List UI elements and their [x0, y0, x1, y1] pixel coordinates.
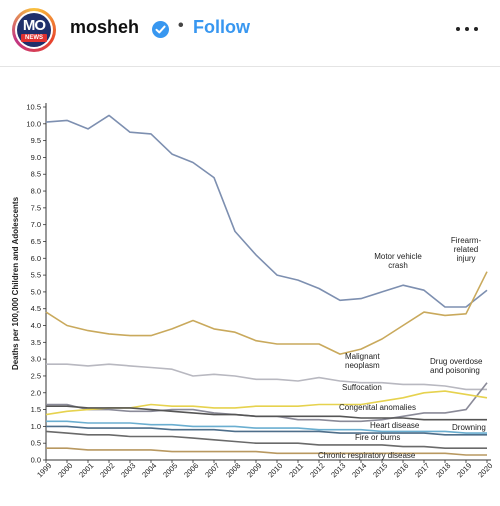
x-tick-label: 2003 — [119, 461, 137, 479]
y-tick-label: 10.0 — [26, 119, 41, 128]
x-tick-label: 2018 — [434, 461, 452, 479]
series-line — [45, 390, 488, 416]
x-tick-label: 2008 — [224, 461, 242, 479]
username[interactable]: mosheh — [70, 17, 140, 37]
series-label: Firearm-related injury — [451, 236, 482, 263]
x-tick-label: 2009 — [245, 461, 263, 479]
x-tick-label: 2013 — [329, 461, 347, 479]
x-tick-label: 2000 — [56, 461, 74, 479]
y-tick-label: 7.0 — [31, 220, 41, 229]
y-tick-label: 3.5 — [31, 338, 41, 347]
y-tick-label: 1.5 — [31, 405, 41, 414]
series-label: Chronic respiratory disease — [318, 451, 416, 460]
series-label: Fire or burns — [355, 433, 400, 442]
series-label-line: Congenital anomalies — [339, 403, 416, 412]
post-header: MO NEWS mosheh • Follow — [0, 0, 500, 62]
y-tick-label: 6.0 — [31, 254, 41, 263]
series-label-line: Motor vehicle — [374, 252, 422, 261]
y-tick-label: 8.0 — [31, 187, 41, 196]
x-tick-label: 2004 — [140, 461, 158, 479]
mo-news-logo: MO NEWS — [17, 13, 51, 47]
series-label-line: and poisoning — [430, 366, 480, 375]
y-tick-label: 9.0 — [31, 153, 41, 162]
series-label-line: Chronic respiratory disease — [318, 451, 416, 460]
series-label-line: Fire or burns — [355, 433, 400, 442]
series-label-line: related — [454, 245, 478, 254]
series-label: Drowning — [452, 423, 486, 432]
y-tick-label: 10.5 — [26, 103, 41, 112]
x-tick-label: 2020 — [476, 461, 494, 479]
series-label-line: Suffocation — [342, 383, 382, 392]
series-label-line: neoplasm — [345, 361, 380, 370]
series-label: Congenital anomalies — [339, 403, 416, 412]
series-line — [45, 430, 487, 450]
series-line — [45, 271, 488, 355]
x-tick-label: 2001 — [77, 461, 95, 479]
y-tick-label: 0.0 — [31, 456, 41, 465]
y-tick-label: 5.0 — [31, 287, 41, 296]
x-tick-label: 2016 — [392, 461, 410, 479]
y-axis-label: Deaths per 100,000 Children and Adolesce… — [11, 196, 20, 370]
series-label-line: Drowning — [452, 423, 486, 432]
x-tick-label: 2007 — [203, 461, 221, 479]
series-label-line: Heart disease — [370, 421, 420, 430]
verified-badge-icon — [152, 21, 169, 38]
series-label: Motor vehicle crash — [374, 252, 422, 270]
line-chart: 0.0 0.5 1.0 1.5 2.0 2.5 3.0 3.5 4.0 4.5 5.0 5.5 6.0 6… — [11, 103, 494, 480]
post-image: 0.0 0.5 1.0 1.5 2.0 2.5 3.0 3.5 4.0 4.5 5.0 5.5 6.0 6… — [0, 66, 500, 501]
y-tick-label: 4.0 — [31, 321, 41, 330]
more-options-icon[interactable] — [452, 18, 482, 40]
series-label-line: injury — [456, 254, 475, 263]
logo-news-label: NEWS — [21, 34, 47, 42]
y-tick-label: 5.5 — [31, 271, 41, 280]
y-tick-label: 4.5 — [31, 304, 41, 313]
y-tick-label: 7.5 — [31, 203, 41, 212]
series-label-line: Firearm- — [451, 236, 482, 245]
series-line — [46, 420, 487, 434]
x-tick-label: 2005 — [161, 461, 179, 479]
x-tick-label: 2011 — [287, 461, 305, 479]
series-line — [46, 405, 487, 421]
y-tick-label: 1.0 — [31, 422, 41, 431]
series-label-line: Drug overdose — [430, 357, 483, 366]
series-label: Malignant neoplasm — [345, 352, 380, 370]
series-line — [46, 363, 487, 391]
x-tick-label: 2010 — [266, 461, 284, 479]
x-tick-label: 2006 — [182, 461, 200, 479]
y-tick-label: 6.5 — [31, 237, 41, 246]
avatar[interactable]: MO NEWS — [12, 8, 56, 52]
y-tick-label: 2.0 — [31, 388, 41, 397]
avatar-ring: MO NEWS — [15, 11, 53, 49]
y-tick-label: 3.0 — [31, 355, 41, 364]
x-tick-label: 2017 — [413, 461, 431, 479]
x-tick-label: 2019 — [455, 461, 473, 479]
y-tick-label: 0.5 — [31, 439, 41, 448]
y-tick-label: 8.5 — [31, 170, 41, 179]
series-label: Suffocation — [342, 383, 382, 392]
y-tick-label: 9.5 — [31, 136, 41, 145]
series-label-line: crash — [388, 261, 408, 270]
series-label: Heart disease — [370, 421, 420, 430]
series-label-line: Malignant — [345, 352, 380, 361]
y-tick-label: 2.5 — [31, 371, 41, 380]
series-line — [46, 447, 487, 456]
separator-dot: • — [178, 17, 184, 34]
series-line — [45, 114, 488, 308]
x-tick-label: 2002 — [98, 461, 116, 479]
x-tick-label: 2012 — [308, 461, 326, 479]
follow-button[interactable]: Follow — [193, 17, 250, 37]
x-tick-label: 2014 — [350, 461, 368, 479]
x-tick-label: 2015 — [371, 461, 389, 479]
logo-letters: MO — [22, 17, 46, 34]
series-label: Drug overdose and poisoning — [430, 357, 483, 375]
series-line — [46, 425, 487, 436]
